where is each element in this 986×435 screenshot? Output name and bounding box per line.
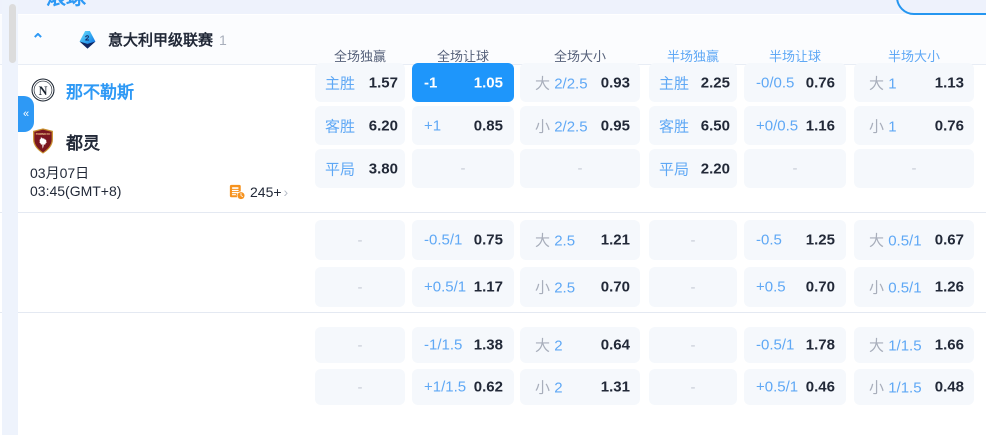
svg-text:TORINO FC: TORINO FC [36, 132, 50, 136]
svg-text:N: N [39, 84, 48, 98]
